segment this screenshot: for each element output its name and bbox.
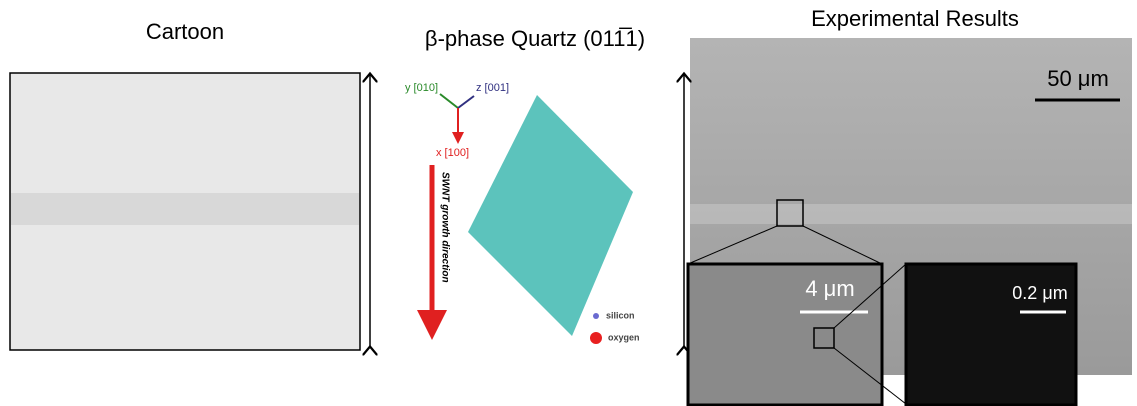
legend-label: oxygen xyxy=(608,332,640,342)
axis-label: y [010] xyxy=(405,82,438,94)
panel-title: β-phase Quartz (011̅1) xyxy=(425,26,645,51)
panel-title: Cartoon xyxy=(146,19,224,44)
axis-label: z [001] xyxy=(476,82,509,94)
quartz-plane xyxy=(468,95,633,336)
axis-label: x [100] xyxy=(436,147,469,159)
scale-label: 0.2 μm xyxy=(1012,283,1067,303)
axis-y xyxy=(440,94,458,108)
legend-label: silicon xyxy=(606,310,635,320)
legend-marker xyxy=(590,332,602,344)
axis-z xyxy=(458,96,474,108)
catalyst-stripe xyxy=(690,204,1132,224)
catalyst-band xyxy=(11,193,359,225)
scale-label: 50 μm xyxy=(1047,66,1109,91)
figure: Cartoon β-phase Quartz (011̅1) y [010] z… xyxy=(0,0,1137,406)
growth-label: SWNT growth direction xyxy=(439,172,450,283)
scale-label: 4 μm xyxy=(805,276,854,301)
legend-marker xyxy=(593,313,599,319)
panel-title: Experimental Results xyxy=(811,6,1019,31)
